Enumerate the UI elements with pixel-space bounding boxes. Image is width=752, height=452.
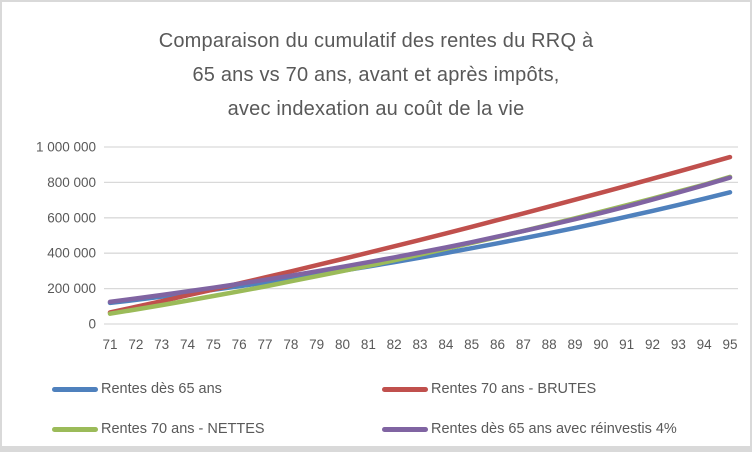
- series-line-0: [107, 190, 733, 306]
- svg-text:80: 80: [335, 337, 350, 352]
- chart-title-line-2: 65 ans vs 70 ans, avant et après impôts,: [192, 64, 560, 86]
- svg-text:73: 73: [154, 337, 169, 352]
- svg-text:0: 0: [88, 317, 96, 332]
- series-line-3: [107, 175, 733, 305]
- chart-title-line-1: Comparaison du cumulatif des rentes du R…: [158, 30, 594, 52]
- svg-text:86: 86: [490, 337, 505, 352]
- svg-text:95: 95: [722, 337, 737, 352]
- chart-title-line-3: avec indexation au coût de la vie: [227, 98, 525, 120]
- svg-text:400 000: 400 000: [47, 246, 96, 261]
- svg-text:89: 89: [567, 337, 582, 352]
- svg-text:74: 74: [180, 337, 196, 352]
- svg-text:800 000: 800 000: [47, 175, 96, 190]
- svg-text:79: 79: [309, 337, 324, 352]
- svg-text:1 000 000: 1 000 000: [36, 140, 96, 155]
- svg-text:85: 85: [464, 337, 479, 352]
- svg-text:600 000: 600 000: [47, 210, 96, 225]
- bottom-edge-strip: [2, 446, 750, 450]
- svg-text:78: 78: [283, 337, 298, 352]
- svg-text:90: 90: [593, 337, 608, 352]
- svg-text:83: 83: [412, 337, 427, 352]
- y-axis-labels: 0 200 000 400 000 600 000 800 000 1 000 000: [36, 140, 96, 332]
- svg-text:84: 84: [438, 337, 454, 352]
- svg-text:71: 71: [102, 337, 117, 352]
- svg-text:75: 75: [206, 337, 221, 352]
- chart-title: Comparaison du cumulatif des rentes du R…: [2, 24, 750, 126]
- svg-text:92: 92: [645, 337, 660, 352]
- svg-text:88: 88: [542, 337, 557, 352]
- x-axis-labels: 71 72 73 74 75 76 77 78 79 80 81 82 83 84 85 86 87 88 89 90…: [102, 337, 737, 352]
- svg-text:87: 87: [516, 337, 531, 352]
- svg-text:93: 93: [671, 337, 686, 352]
- svg-text:91: 91: [619, 337, 634, 352]
- svg-text:72: 72: [128, 337, 143, 352]
- svg-text:200 000: 200 000: [47, 281, 96, 296]
- svg-text:94: 94: [697, 337, 713, 352]
- svg-text:82: 82: [387, 337, 402, 352]
- svg-text:76: 76: [232, 337, 247, 352]
- svg-text:77: 77: [257, 337, 272, 352]
- svg-text:81: 81: [361, 337, 376, 352]
